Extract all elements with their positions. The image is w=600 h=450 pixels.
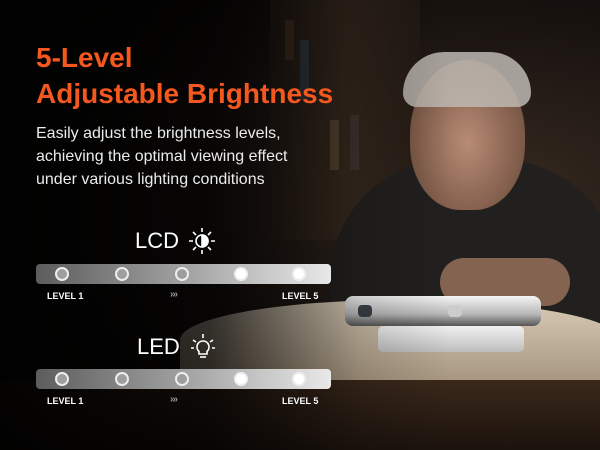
arrows-icon: ››› (170, 394, 178, 405)
level-1-label: LEVEL 1 (47, 291, 84, 301)
headline: 5-Level Adjustable Brightness (36, 42, 334, 109)
arrows-icon: ››› (170, 289, 178, 300)
level-2-dot[interactable] (115, 372, 129, 386)
level-1-dot[interactable] (55, 267, 69, 281)
level-5-dot[interactable] (292, 267, 306, 281)
level-1-dot[interactable] (55, 372, 69, 386)
level-3-dot[interactable] (175, 372, 189, 386)
level-4-dot[interactable] (234, 372, 248, 386)
level-1-label: LEVEL 1 (47, 396, 84, 406)
level-5-label: LEVEL 5 (282, 396, 319, 406)
lcd-label: LCD (135, 226, 217, 256)
description: Easily adjust the brightness levels, ach… (36, 125, 288, 188)
lcd-brightness-slider[interactable] (36, 264, 331, 284)
level-3-dot[interactable] (175, 267, 189, 281)
lightbulb-icon (190, 334, 215, 358)
led-brightness-slider[interactable] (36, 369, 331, 389)
level-5-label: LEVEL 5 (282, 291, 319, 301)
led-label: LED (137, 332, 218, 362)
half-sun-icon (189, 228, 216, 254)
level-4-dot[interactable] (234, 267, 248, 281)
level-5-dot[interactable] (292, 372, 306, 386)
level-2-dot[interactable] (115, 267, 129, 281)
